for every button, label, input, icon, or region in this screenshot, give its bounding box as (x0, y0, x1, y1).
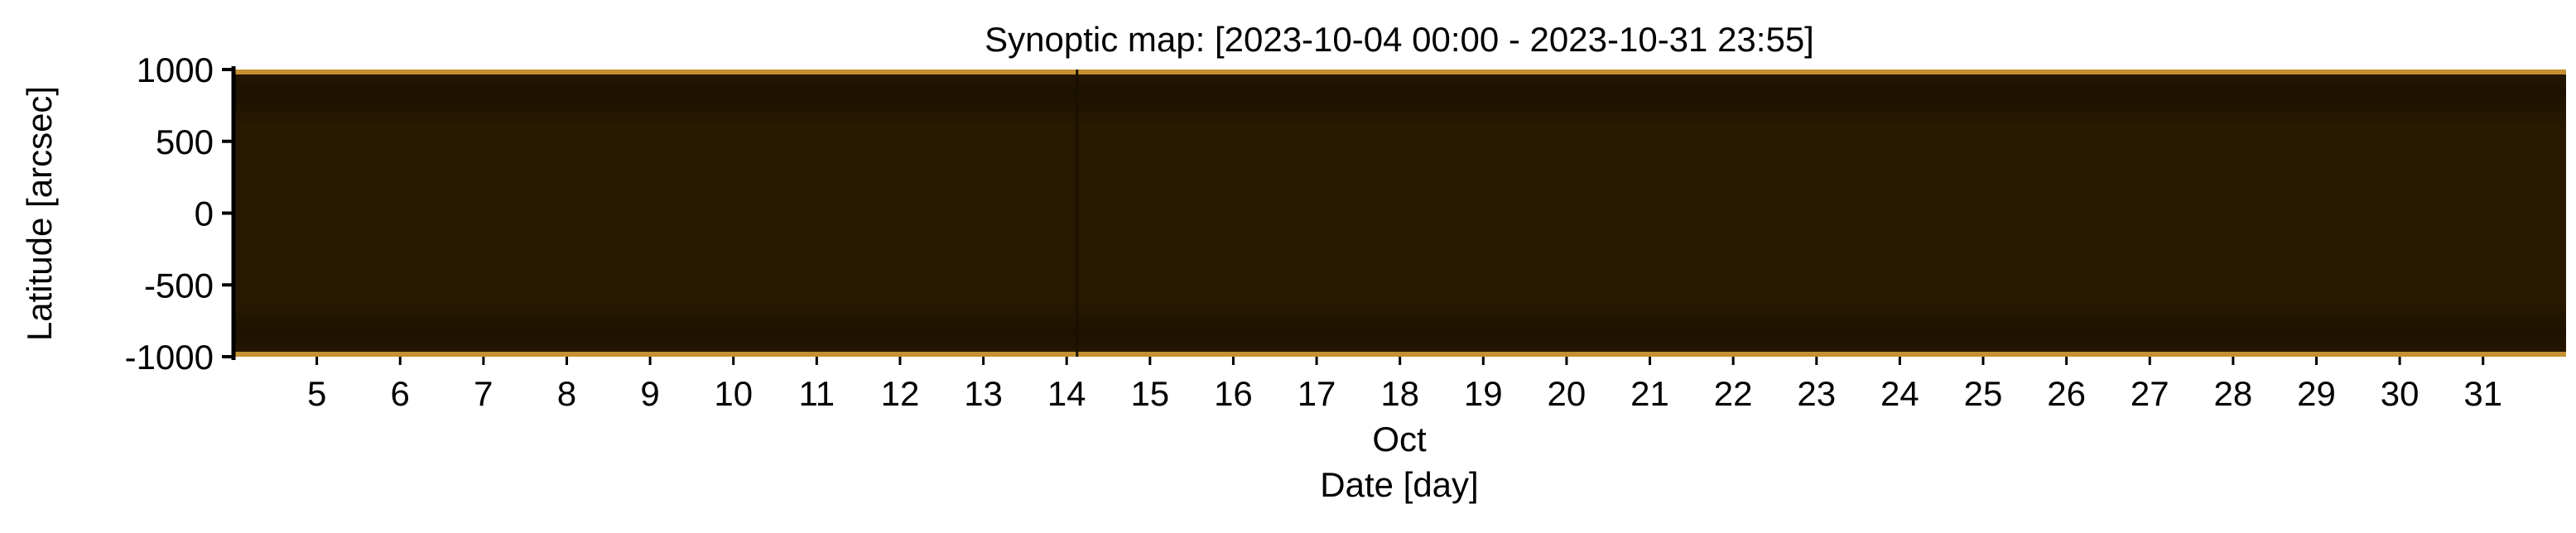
x-axis-month-label: Oct (1372, 420, 1427, 459)
x-tick-label: 22 (1714, 374, 1753, 413)
x-tick-label: 21 (1630, 374, 1669, 413)
x-tick-label: 15 (1130, 374, 1169, 413)
x-tick-label: 30 (2381, 374, 2420, 413)
x-tick-label: 26 (2047, 374, 2086, 413)
x-tick-label: 29 (2297, 374, 2336, 413)
x-tick-label: 18 (1380, 374, 1419, 413)
x-tick-label: 23 (1797, 374, 1836, 413)
x-tick-label: 27 (2131, 374, 2169, 413)
x-tick-label: 31 (2463, 374, 2502, 413)
x-tick-label: 8 (557, 374, 576, 413)
x-axis-label: Date [day] (1320, 465, 1478, 504)
bottom-limb-band (234, 352, 2566, 357)
y-tick-label: 500 (156, 122, 214, 161)
plot-area (234, 70, 2566, 357)
x-tick-label: 20 (1548, 374, 1587, 413)
x-tick-label: 10 (714, 374, 753, 413)
y-axis: 1000 500 0 -500 -1000 (125, 50, 236, 377)
y-tick-label: 0 (195, 194, 214, 233)
x-axis: 5 6 7 8 9 10 11 12 13 14 15 16 17 18 19 20 21 22 23 24 25 26 2… (307, 357, 2502, 413)
x-tick-label: 25 (1964, 374, 2003, 413)
x-tick-label: 9 (640, 374, 659, 413)
chart-title: Synoptic map: [2023-10-04 00:00 - 2023-1… (985, 20, 1814, 59)
x-tick-label: 5 (307, 374, 326, 413)
x-tick-label: 28 (2214, 374, 2253, 413)
x-tick-label: 24 (1880, 374, 1919, 413)
x-tick-label: 11 (799, 374, 835, 413)
x-tick-label: 7 (474, 374, 493, 413)
y-tick-label: -1000 (125, 338, 214, 377)
x-tick-label: 14 (1047, 374, 1086, 413)
y-tick-label: -500 (144, 266, 214, 305)
y-tick-label: 1000 (137, 50, 214, 89)
x-tick-label: 6 (391, 374, 410, 413)
x-tick-label: 19 (1464, 374, 1503, 413)
x-tick-label: 16 (1214, 374, 1253, 413)
limb-shading (234, 70, 2566, 357)
x-tick-label: 12 (881, 374, 920, 413)
y-axis-label: Latitude [arcsec] (20, 86, 59, 341)
x-tick-label: 13 (964, 374, 1003, 413)
top-limb-band (234, 70, 2566, 74)
x-tick-label: 17 (1298, 374, 1336, 413)
